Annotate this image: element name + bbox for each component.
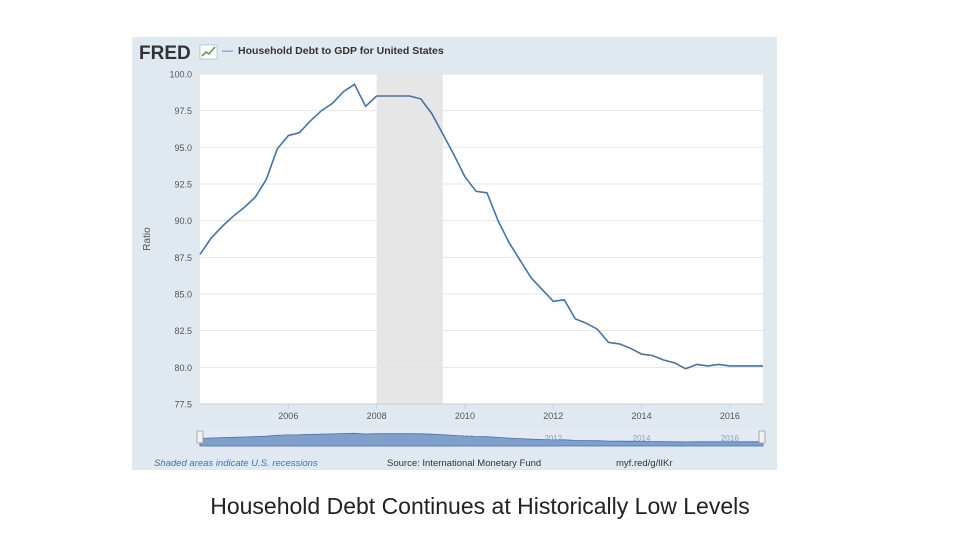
- navigator-series: [199, 432, 764, 447]
- fred-chart: FRED — Household Debt to GDP for United …: [139, 43, 766, 469]
- navigator-year-label: 2010: [456, 434, 474, 443]
- gridlines: [200, 73, 763, 405]
- navigator-year-label: 2008: [368, 434, 386, 443]
- fred-logo: FRED: [139, 43, 191, 64]
- y-tick-label: 87.5: [174, 253, 192, 263]
- fred-logo-graph-icon: [199, 44, 218, 60]
- y-tick-label: 97.5: [174, 106, 192, 116]
- recession-band-0: [376, 74, 443, 404]
- y-tick-label: 92.5: [174, 180, 192, 190]
- y-tick-label: 95.0: [174, 143, 192, 153]
- x-axis-ticks: 2006 2008 2010 2012 2014 2016: [200, 403, 763, 421]
- navigator-labels: 2006 2008 2010 2012 2014 2016: [279, 434, 739, 443]
- y-tick-label: 90.0: [174, 216, 192, 226]
- chart-title: Household Debt to GDP for United States: [238, 45, 444, 57]
- y-tick-label: 82.5: [174, 326, 192, 336]
- x-tick-label: 2016: [720, 411, 740, 421]
- y-tick-label: 100.0: [169, 70, 192, 80]
- series-line: [199, 83, 763, 370]
- x-tick-label: 2014: [632, 411, 652, 421]
- plot-area: [200, 74, 763, 404]
- y-tick-label: 77.5: [174, 400, 192, 410]
- recession-bands: [376, 74, 443, 404]
- y-axis-label: Ratio: [142, 227, 153, 251]
- chart-panel: FRED — Household Debt to GDP for United …: [132, 37, 777, 470]
- navigator-left-handle[interactable]: [196, 430, 204, 444]
- x-tick-label: 2006: [278, 411, 298, 421]
- y-tick-label: 85.0: [174, 290, 192, 300]
- navigator-year-label: 2016: [721, 434, 739, 443]
- range-navigator[interactable]: 2006 2008 2010 2012 2014 2016: [196, 428, 766, 447]
- legend-dash: —: [222, 45, 233, 57]
- x-tick-label: 2012: [543, 411, 563, 421]
- slide-caption: Household Debt Continues at Historically…: [210, 493, 750, 519]
- y-tick-label: 80.0: [174, 363, 192, 373]
- navigator-year-label: 2012: [544, 434, 562, 443]
- x-tick-label: 2010: [455, 411, 475, 421]
- source-text: Source: International Monetary Fund: [387, 458, 541, 469]
- x-tick-label: 2008: [367, 411, 387, 421]
- navigator-year-label: 2006: [279, 434, 297, 443]
- y-axis-ticks: 77.5 80.0 82.5 85.0 87.5 90.0 92.5 95.0 97.5 100.…: [169, 70, 192, 410]
- recession-note: Shaded areas indicate U.S. recessions: [154, 458, 318, 469]
- navigator-year-label: 2014: [633, 434, 651, 443]
- navigator-right-handle[interactable]: [758, 430, 766, 444]
- short-link[interactable]: myf.red/g/lIKr: [616, 458, 673, 469]
